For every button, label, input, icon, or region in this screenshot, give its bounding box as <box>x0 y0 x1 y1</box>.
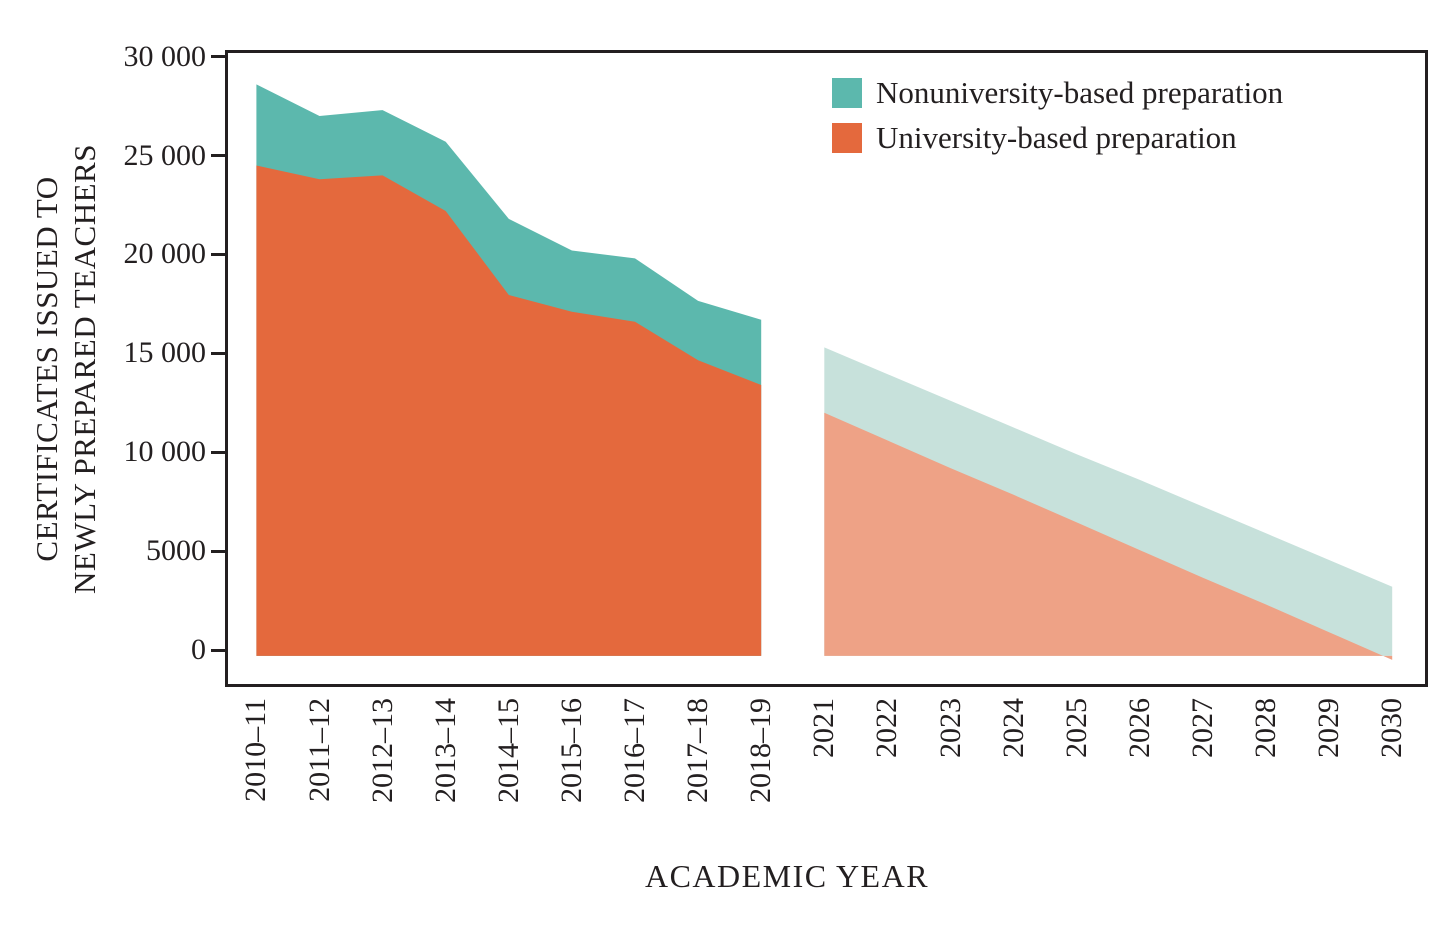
y-tick-label: 30 000 <box>123 39 207 73</box>
plot-frame <box>225 50 1428 687</box>
x-tick-label: 2029 <box>1310 698 1348 763</box>
y-tick-label: 5000 <box>146 534 206 568</box>
x-tick-label-text: 2028 <box>1249 698 1282 758</box>
x-tick-label-text: 2010–11 <box>239 698 273 802</box>
legend-label-nonuniversity: Nonuniversity-based preparation <box>876 74 1284 110</box>
y-tick-label: 20 000 <box>123 237 207 271</box>
area-university-historical <box>256 165 762 656</box>
plot-area <box>225 50 1428 687</box>
y-tick-mark <box>211 55 226 59</box>
nonuniversity-legend-swatch-icon <box>832 77 862 108</box>
x-tick-label: 2017–18 <box>679 698 717 808</box>
y-tick-mark <box>211 549 226 553</box>
x-tick-label: 2027 <box>1184 698 1222 763</box>
x-tick-label: 2026 <box>1121 698 1159 763</box>
x-tick-label-text: 2018–19 <box>744 698 778 803</box>
y-tick-label: 10 000 <box>123 435 207 469</box>
x-tick-label: 2022 <box>868 698 906 763</box>
x-tick-label: 2021 <box>805 698 843 763</box>
x-tick-label: 2015–16 <box>553 698 591 808</box>
x-tick-label: 2014–15 <box>490 698 528 808</box>
area-university-projected <box>824 412 1393 660</box>
y-tick-mark <box>211 154 226 158</box>
x-tick-label: 2028 <box>1247 698 1285 763</box>
y-tick-label: 25 000 <box>123 138 207 172</box>
x-tick-label: 2025 <box>1058 698 1096 763</box>
x-tick-label-text: 2021 <box>807 698 841 758</box>
x-tick-label-text: 2026 <box>1122 698 1156 758</box>
legend-item-university: University-based preparation <box>832 115 1283 160</box>
x-tick-label-text: 2013–14 <box>428 698 462 803</box>
x-tick-label-text: 2029 <box>1312 698 1346 758</box>
legend-item-nonuniversity: Nonuniversity-based preparation <box>832 70 1283 115</box>
x-tick-label-text: 2024 <box>996 698 1030 758</box>
x-tick-label-text: 2016–17 <box>618 698 651 803</box>
x-tick-label-text: 2012–13 <box>365 698 399 803</box>
x-tick-label: 2023 <box>932 698 970 763</box>
y-tick-mark <box>211 252 226 256</box>
x-tick-label: 2011–12 <box>301 698 339 807</box>
x-tick-label-text: 2023 <box>933 698 967 758</box>
y-tick-mark <box>211 351 226 355</box>
y-tick-mark <box>211 648 226 652</box>
x-tick-label: 2024 <box>995 698 1033 763</box>
x-tick-label-text: 2027 <box>1185 698 1219 758</box>
x-tick-label: 2010–11 <box>237 698 275 807</box>
x-tick-label-text: 2014–15 <box>491 698 525 803</box>
chart-legend: Nonuniversity-based preparation Universi… <box>832 70 1283 160</box>
y-tick-label: 0 <box>191 633 206 666</box>
y-tick-label: 15 000 <box>123 336 207 370</box>
x-tick-label: 2012–13 <box>364 698 402 808</box>
university-legend-swatch-icon <box>832 122 862 153</box>
y-tick-mark <box>211 450 226 454</box>
x-tick-label: 2018–19 <box>742 698 780 808</box>
x-tick-label-text: 2025 <box>1059 698 1093 758</box>
x-tick-label-text: 2022 <box>870 698 904 758</box>
x-tick-label: 2030 <box>1373 698 1411 763</box>
x-tick-label: 2016–17 <box>616 698 654 808</box>
x-axis-title: ACADEMIC YEAR <box>644 858 930 894</box>
x-tick-label-text: 2017–18 <box>681 698 715 803</box>
legend-label-university: University-based preparation <box>876 119 1237 155</box>
x-tick-label-text: 2015–16 <box>554 698 588 803</box>
x-tick-label-text: 2030 <box>1375 698 1409 758</box>
x-tick-label-text: 2011–12 <box>302 698 336 802</box>
x-tick-label: 2013–14 <box>427 698 465 808</box>
